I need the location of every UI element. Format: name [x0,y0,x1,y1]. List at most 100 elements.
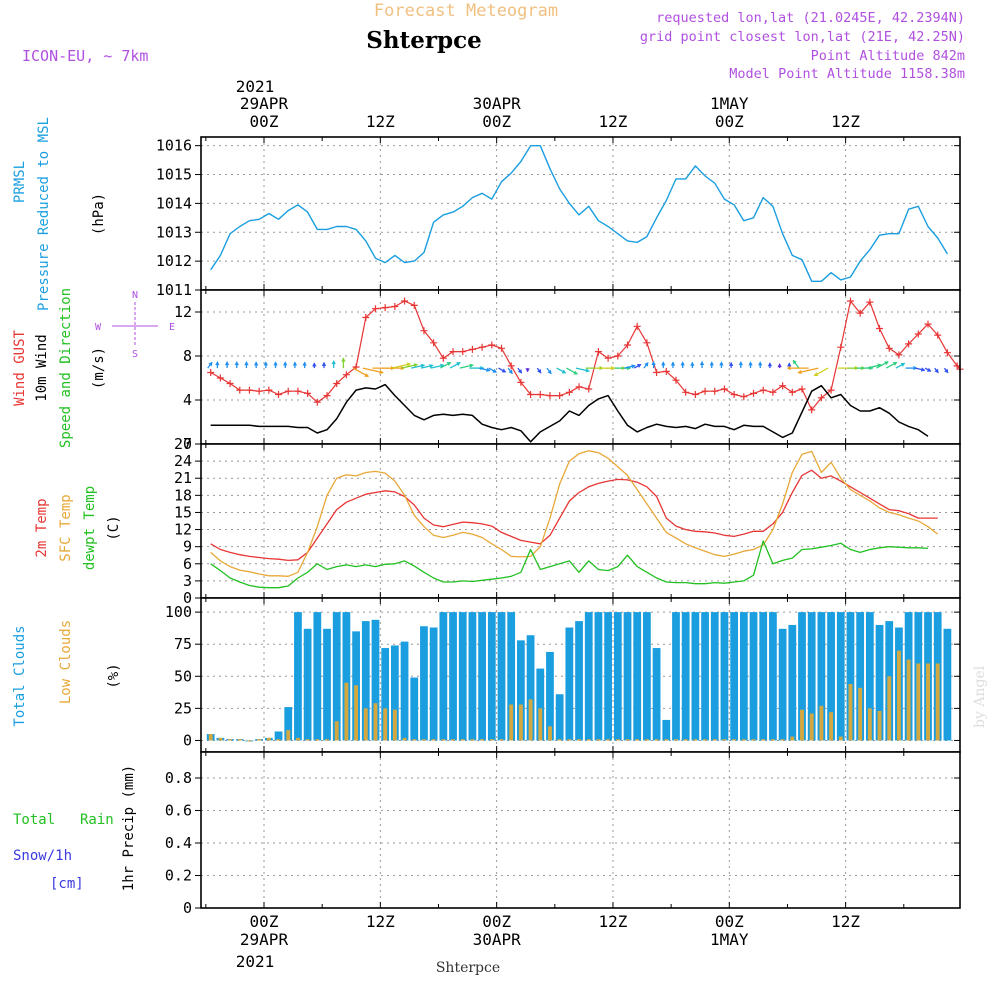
total-cloud-bars [206,612,952,742]
low-cloud-bar [596,739,601,741]
gust-point [624,341,632,349]
total-cloud-bar [846,612,855,741]
direction-arrow-head [719,361,724,366]
gust-point [216,374,224,382]
direction-arrow [943,367,949,374]
point-altitude: Point Altitude 842m [811,48,965,64]
low-cloud-bar [315,739,320,741]
pressure-ytick-label: 1013 [156,223,192,241]
top-time-label: 30APR [473,94,522,113]
direction-arrow [709,361,714,369]
direction-arrow [292,361,298,369]
direction-arrow [624,364,636,369]
direction-arrow [767,362,773,369]
dewpt-label: dewpt Temp [82,486,98,570]
total-cloud-bar [865,612,874,741]
gust-point [798,385,806,393]
precip-ytick-label: 0.6 [165,802,192,820]
direction-arrow-head [884,361,889,366]
precip-xticks [205,752,905,908]
low-cloud-bar [325,739,329,741]
footer-location: Shterpce [436,960,500,976]
direction-arrow-head [813,372,819,376]
total-cloud-bar [943,628,952,741]
gust-point [701,387,709,395]
total-cloud-bar [429,627,438,741]
total-cloud-bar [817,612,826,741]
temperature-labels: 2m Temp SFC Temp dewpt Temp (C) [34,486,122,570]
direction-arrow [895,362,906,369]
direction-arrow [546,367,552,375]
gust-point [594,348,602,356]
pressure-ytick-label: 1016 [156,137,192,155]
total-cloud-bar [458,612,467,741]
gust-point [866,298,874,306]
total-cloud-bar [371,619,380,741]
direction-arrow-head [486,367,491,372]
direction-arrow-head [661,361,666,366]
direction-arrow [566,367,578,375]
wind-label: 10m Wind [34,334,50,401]
gust-point [236,386,244,394]
direction-arrow [224,361,230,369]
direction-arrow [321,361,327,369]
direction-arrow [813,367,829,377]
direction-arrow [244,361,249,369]
total-cloud-bar [778,628,787,741]
direction-arrow-head [244,361,249,366]
low-cloud-bar [499,739,504,741]
direction-arrow [362,367,384,375]
pressure-label-2: Pressure Reduced to MSL [36,117,52,311]
gust-point [255,387,263,395]
direction-arrow-head [792,359,797,365]
temperature-xticks [205,444,905,598]
gust-point [691,391,699,398]
direction-arrow-head [797,369,802,375]
top-time-label: 1MAY [710,94,749,113]
precip-gridlines [201,752,960,908]
cloud-unit: (%) [106,663,122,688]
temperature-ytick-label: 21 [174,469,192,487]
direction-arrow [651,361,656,369]
gust-point [662,367,670,375]
total-cloud-bar [875,624,884,741]
total-cloud-bar [478,612,486,741]
direction-arrow-head [728,361,734,366]
low-cloud-bar [654,739,659,741]
gust-point [924,320,932,328]
bottom-time-label: 12Z [831,912,860,931]
total-cloud-bar [681,612,690,741]
low-cloud-bar [237,739,242,741]
low-cloud-bar [276,739,281,741]
gust-point [245,386,253,394]
direction-arrow-head [263,361,269,366]
total-cloud-bar [487,612,496,741]
gust-point [653,369,661,376]
gust-point [846,297,854,305]
gust-point [585,385,593,393]
direction-arrow-head [312,362,317,367]
direction-arrow [449,361,461,369]
total-cloud-bar [575,621,583,741]
direction-arrow-head [302,361,307,366]
gust-point [885,344,893,352]
clouds-panel: 0 25 50 75 100 [165,597,961,753]
gust-point [391,303,399,310]
top-time-label: 00Z [250,112,279,131]
total-cloud-bar [604,612,613,741]
low-cloud-bar [228,739,233,741]
precip-snow-label: Snow/1h [13,848,72,864]
direction-arrow-head [631,364,636,369]
direction-arrow-head [492,368,497,373]
total-cloud-bar [623,612,632,741]
gust-point [750,389,758,397]
direction-arrow [488,367,497,373]
precip-border [200,751,961,909]
precip-ytick-label: 0.4 [165,834,192,852]
total-cloud-bar [836,612,845,741]
total-cloud-bar [701,612,709,741]
total-cloud-bar [439,612,448,741]
direction-arrow-head [913,365,918,371]
direction-arrow-head [413,363,419,368]
